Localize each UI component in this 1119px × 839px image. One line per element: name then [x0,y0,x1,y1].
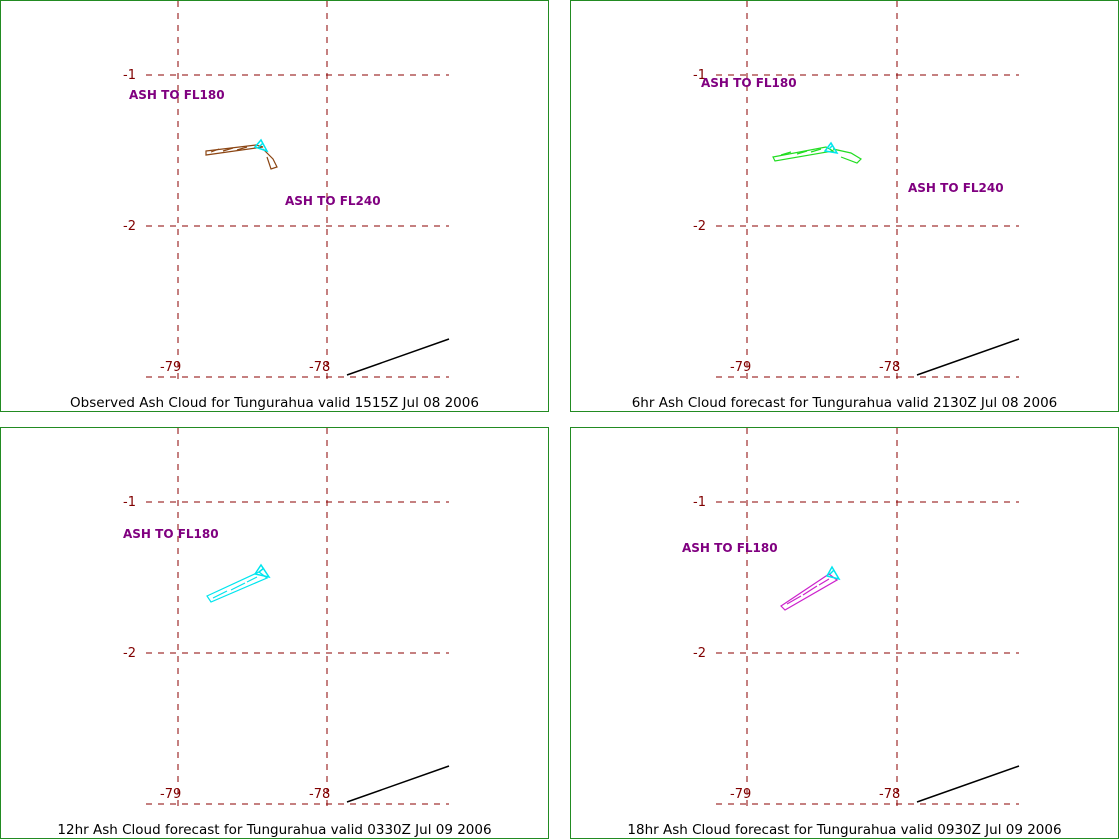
volcano-vent-icon [253,563,271,579]
lat-label: -1 [693,68,706,83]
ash-height-label: ASH TO FL180 [682,541,778,555]
volcano-vent-icon [253,138,269,153]
coastline [346,765,450,803]
lat-label: -1 [123,68,136,83]
lat-label: -2 [693,219,706,234]
map-panel-6hr: -1 -2 -79 -78 ASH TO FL180 ASH TO FL240 … [570,0,1119,412]
lat-label: -1 [693,495,706,510]
ash-cloud-polygon [205,144,278,170]
volcano-vent-icon [823,141,839,155]
ash-cloud-polygon [206,571,269,603]
ash-height-label: ASH TO FL180 [701,76,797,90]
volcano-vent-icon [825,565,841,581]
lon-label: -79 [730,360,752,375]
map-canvas [146,1,450,379]
ash-cloud-polygon [772,146,862,164]
lon-label: -79 [160,360,182,375]
lon-label: -78 [879,787,901,802]
ash-height-label: ASH TO FL240 [285,194,381,208]
ash-height-label: ASH TO FL180 [129,88,225,102]
lon-label: -79 [730,787,752,802]
ash-height-label: ASH TO FL240 [908,181,1004,195]
ash-height-label: ASH TO FL180 [123,527,219,541]
panel-caption: Observed Ash Cloud for Tungurahua valid … [70,395,479,411]
map-canvas [146,428,450,806]
map-canvas [716,428,1020,806]
map-panel-18hr: -1 -2 -79 -78 ASH TO FL180 18hr Ash Clou… [570,427,1119,839]
map-canvas [716,1,1020,379]
lon-label: -78 [879,360,901,375]
lat-label: -2 [693,646,706,661]
coastline [346,338,450,376]
panel-caption: 6hr Ash Cloud forecast for Tungurahua va… [631,395,1058,411]
coastline [916,765,1020,803]
map-panel-observed: -1 -2 -79 -78 ASH TO FL180 ASH TO FL240 … [0,0,549,412]
lon-label: -78 [309,787,331,802]
panel-caption: 12hr Ash Cloud forecast for Tungurahua v… [57,822,492,838]
ash-cloud-polygon [780,573,839,611]
map-panel-12hr: -1 -2 -79 -78 ASH TO FL180 12hr Ash Clou… [0,427,549,839]
panel-caption: 18hr Ash Cloud forecast for Tungurahua v… [627,822,1062,838]
lat-label: -1 [123,495,136,510]
lon-label: -78 [309,360,331,375]
coastline [916,338,1020,376]
lat-label: -2 [123,646,136,661]
lat-label: -2 [123,219,136,234]
lon-label: -79 [160,787,182,802]
